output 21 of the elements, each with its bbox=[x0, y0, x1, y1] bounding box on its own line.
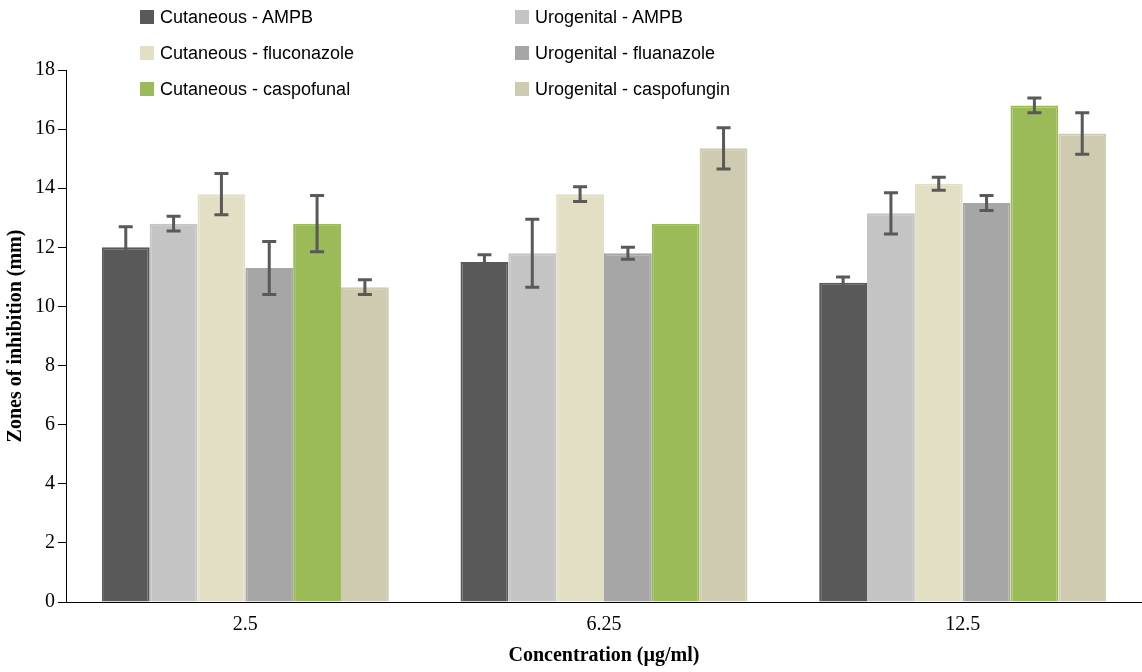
y-tick-label: 12 bbox=[35, 234, 55, 257]
y-tick-label: 6 bbox=[45, 411, 55, 434]
x-tick-label: 2.5 bbox=[232, 612, 258, 635]
x-axis-title: Concentration (µg/ml) bbox=[508, 643, 700, 667]
legend-label: Cutaneous - AMPB bbox=[160, 6, 314, 28]
y-tick-label: 2 bbox=[45, 530, 55, 553]
legend-label: Urogenital - fluanazole bbox=[535, 42, 716, 64]
y-axis-title: Zones of inhibition (mm) bbox=[3, 229, 27, 443]
legend-label: Cutaneous - caspofunal bbox=[160, 78, 351, 100]
legend-label: Urogenital - caspofungin bbox=[535, 78, 731, 100]
y-tick-label: 14 bbox=[35, 175, 55, 198]
y-tick-label: 8 bbox=[45, 352, 55, 375]
y-tick-label: 10 bbox=[35, 293, 55, 316]
y-tick-label: 4 bbox=[45, 471, 55, 494]
x-tick-label: 12.5 bbox=[945, 612, 981, 635]
legend-label: Cutaneous - fluconazole bbox=[160, 42, 355, 64]
legend-label: Urogenital - AMPB bbox=[535, 6, 684, 28]
y-tick-label: 16 bbox=[35, 116, 55, 139]
y-tick-label: 0 bbox=[45, 589, 55, 612]
x-tick-label: 6.25 bbox=[586, 612, 622, 635]
y-tick-label: 18 bbox=[35, 57, 55, 80]
